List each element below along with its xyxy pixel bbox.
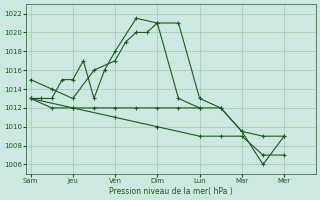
X-axis label: Pression niveau de la mer( hPa ): Pression niveau de la mer( hPa ) bbox=[109, 187, 233, 196]
